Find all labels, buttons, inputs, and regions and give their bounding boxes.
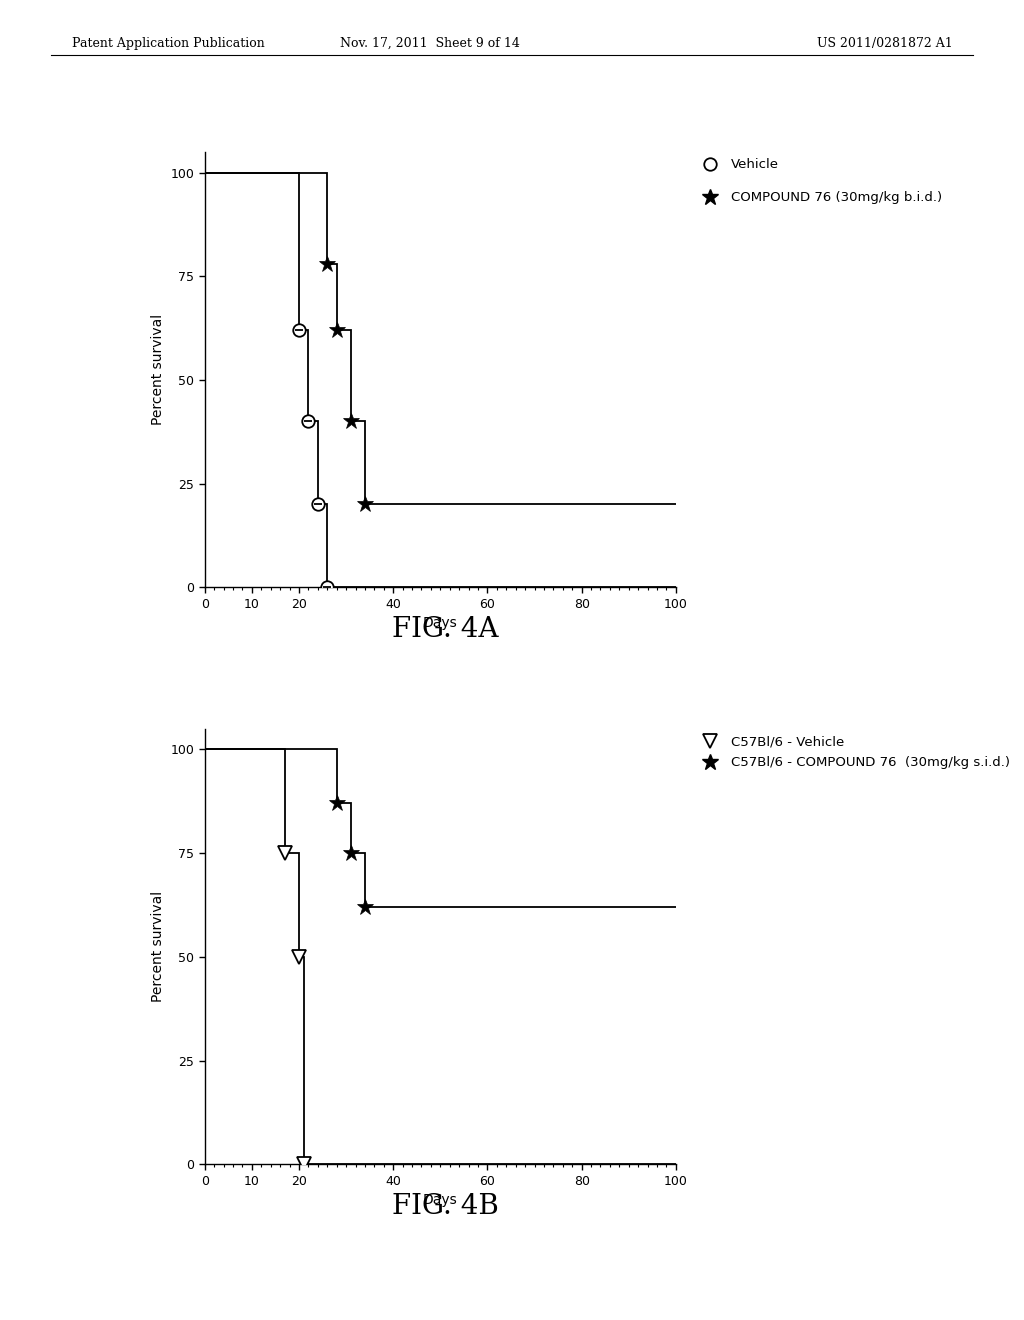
- Legend: C57Bl/6 - Vehicle, C57Bl/6 - COMPOUND 76  (30mg/kg s.i.d.): C57Bl/6 - Vehicle, C57Bl/6 - COMPOUND 76…: [696, 735, 1010, 770]
- Text: Patent Application Publication: Patent Application Publication: [72, 37, 264, 50]
- Text: FIG. 4B: FIG. 4B: [392, 1193, 499, 1220]
- Y-axis label: Percent survival: Percent survival: [151, 891, 165, 1002]
- Text: FIG. 4A: FIG. 4A: [392, 616, 499, 643]
- Legend: Vehicle, COMPOUND 76 (30mg/kg b.i.d.): Vehicle, COMPOUND 76 (30mg/kg b.i.d.): [696, 158, 942, 205]
- X-axis label: Days: Days: [423, 1193, 458, 1208]
- Y-axis label: Percent survival: Percent survival: [151, 314, 165, 425]
- X-axis label: Days: Days: [423, 616, 458, 631]
- Text: US 2011/0281872 A1: US 2011/0281872 A1: [816, 37, 952, 50]
- Text: Nov. 17, 2011  Sheet 9 of 14: Nov. 17, 2011 Sheet 9 of 14: [340, 37, 520, 50]
